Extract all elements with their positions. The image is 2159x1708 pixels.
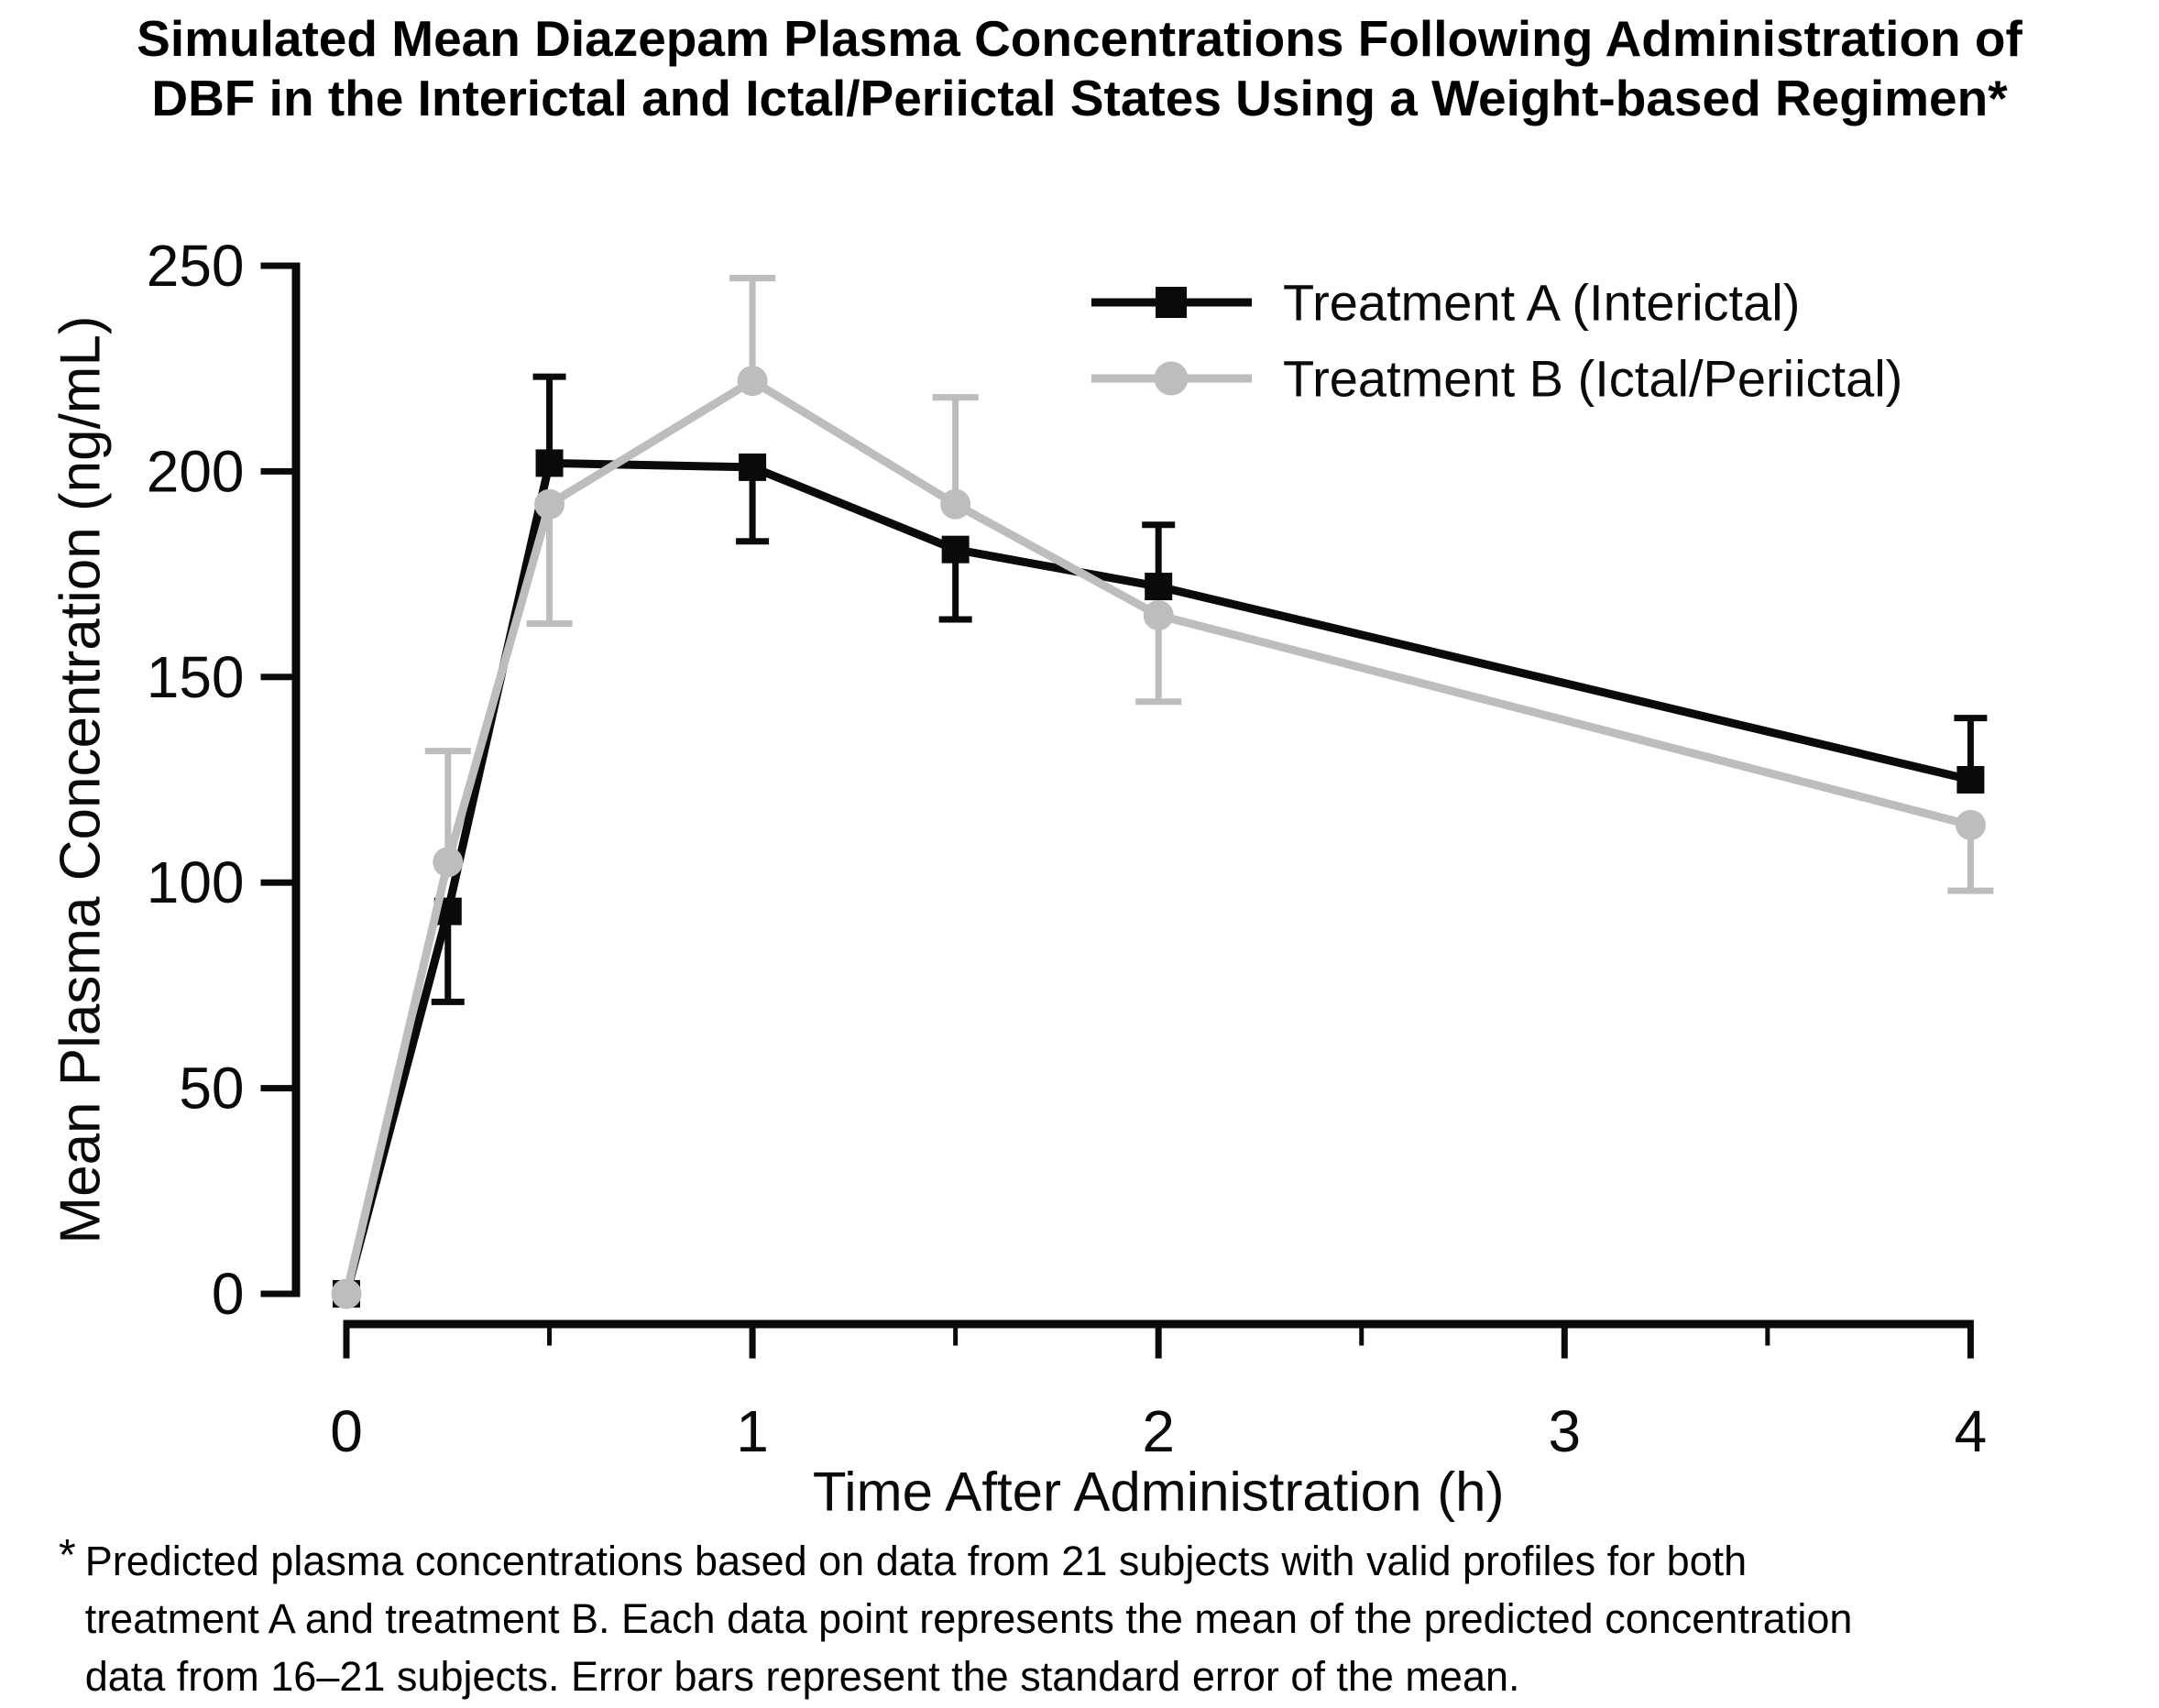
data-point-circle	[433, 847, 464, 878]
legend: Treatment A (Interictal) Treatment B (Ict…	[1091, 274, 1902, 408]
data-point-circle	[737, 366, 768, 397]
x-tick-label: 2	[1142, 1398, 1175, 1464]
y-tick	[260, 1290, 292, 1297]
y-axis-line	[291, 262, 301, 1297]
x-tick-label: 0	[330, 1398, 363, 1464]
chart-title: Simulated Mean Diazepam Plasma Concentra…	[0, 9, 2159, 128]
legend-label: Treatment B (Ictal/Periictal)	[1283, 350, 1902, 408]
x-tick	[1561, 1327, 1568, 1359]
y-tick-label: 100	[147, 849, 245, 915]
data-point-square	[739, 453, 767, 481]
y-tick-label: 250	[147, 233, 245, 299]
series-line	[342, 376, 1972, 1296]
x-tick	[1967, 1327, 1974, 1359]
y-tick-label: 50	[179, 1056, 244, 1122]
y-tick	[260, 467, 292, 475]
footnote: * Predicted plasma concentrations based …	[59, 1531, 1853, 1705]
footnote-text: Predicted plasma concentrations based on…	[85, 1532, 1853, 1705]
chart-title-line2: DBF in the Interictal and Ictal/Periicta…	[151, 70, 2008, 126]
x-tick-label: 1	[736, 1398, 769, 1464]
data-point-circle	[1955, 809, 1986, 840]
x-tick-label: 3	[1549, 1398, 1582, 1464]
footnote-line-2: treatment A and treatment B. Each data p…	[84, 1595, 1853, 1642]
data-point-square	[1956, 766, 1985, 794]
data-point-circle	[1143, 599, 1174, 630]
x-minor-tick	[547, 1327, 553, 1346]
footnote-line-3: data from 16–21 subjects. Error bars rep…	[84, 1653, 1520, 1700]
legend-item: Treatment B (Ictal/Periictal)	[1091, 350, 1902, 408]
data-point-circle	[940, 488, 971, 520]
legend-label: Treatment A (Interictal)	[1283, 274, 1800, 332]
y-tick-label: 150	[147, 644, 245, 710]
x-minor-tick	[1765, 1327, 1770, 1346]
x-tick	[1155, 1327, 1162, 1359]
y-tick	[260, 673, 292, 681]
legend-item: Treatment A (Interictal)	[1091, 274, 1800, 332]
data-point-square	[941, 535, 970, 564]
y-tick	[260, 1085, 292, 1092]
footnote-line-1: Predicted plasma concentrations based on…	[84, 1538, 1748, 1584]
legend-marker-square	[1156, 287, 1187, 318]
legend-marker-circle	[1154, 361, 1189, 396]
y-tick	[260, 262, 292, 269]
chart-title-line1: Simulated Mean Diazepam Plasma Concentra…	[137, 10, 2022, 67]
x-axis-title: Time After Administration (h)	[813, 1462, 1505, 1523]
series-square	[333, 373, 1988, 1308]
x-tick-label: 4	[1955, 1398, 1988, 1464]
y-axis-title: Mean Plasma Concentration (ng/mL)	[49, 315, 113, 1243]
series-circle	[331, 274, 1994, 1309]
y-tick	[260, 879, 292, 886]
y-tick-label: 0	[212, 1261, 245, 1327]
y-tick-label: 200	[147, 438, 245, 504]
x-tick	[343, 1327, 350, 1359]
x-minor-tick	[953, 1327, 959, 1346]
x-axis-line	[343, 1319, 1974, 1329]
data-point-circle	[331, 1278, 362, 1309]
axes: 0 50 100 150 200 250 Mean Plasma Concentration…	[49, 233, 1988, 1523]
data-point-square	[1145, 573, 1173, 601]
data-point-circle	[534, 488, 565, 520]
footnote-asterisk: *	[59, 1531, 76, 1580]
x-tick	[749, 1327, 756, 1359]
x-minor-tick	[1359, 1327, 1364, 1346]
data-point-square	[535, 449, 564, 477]
